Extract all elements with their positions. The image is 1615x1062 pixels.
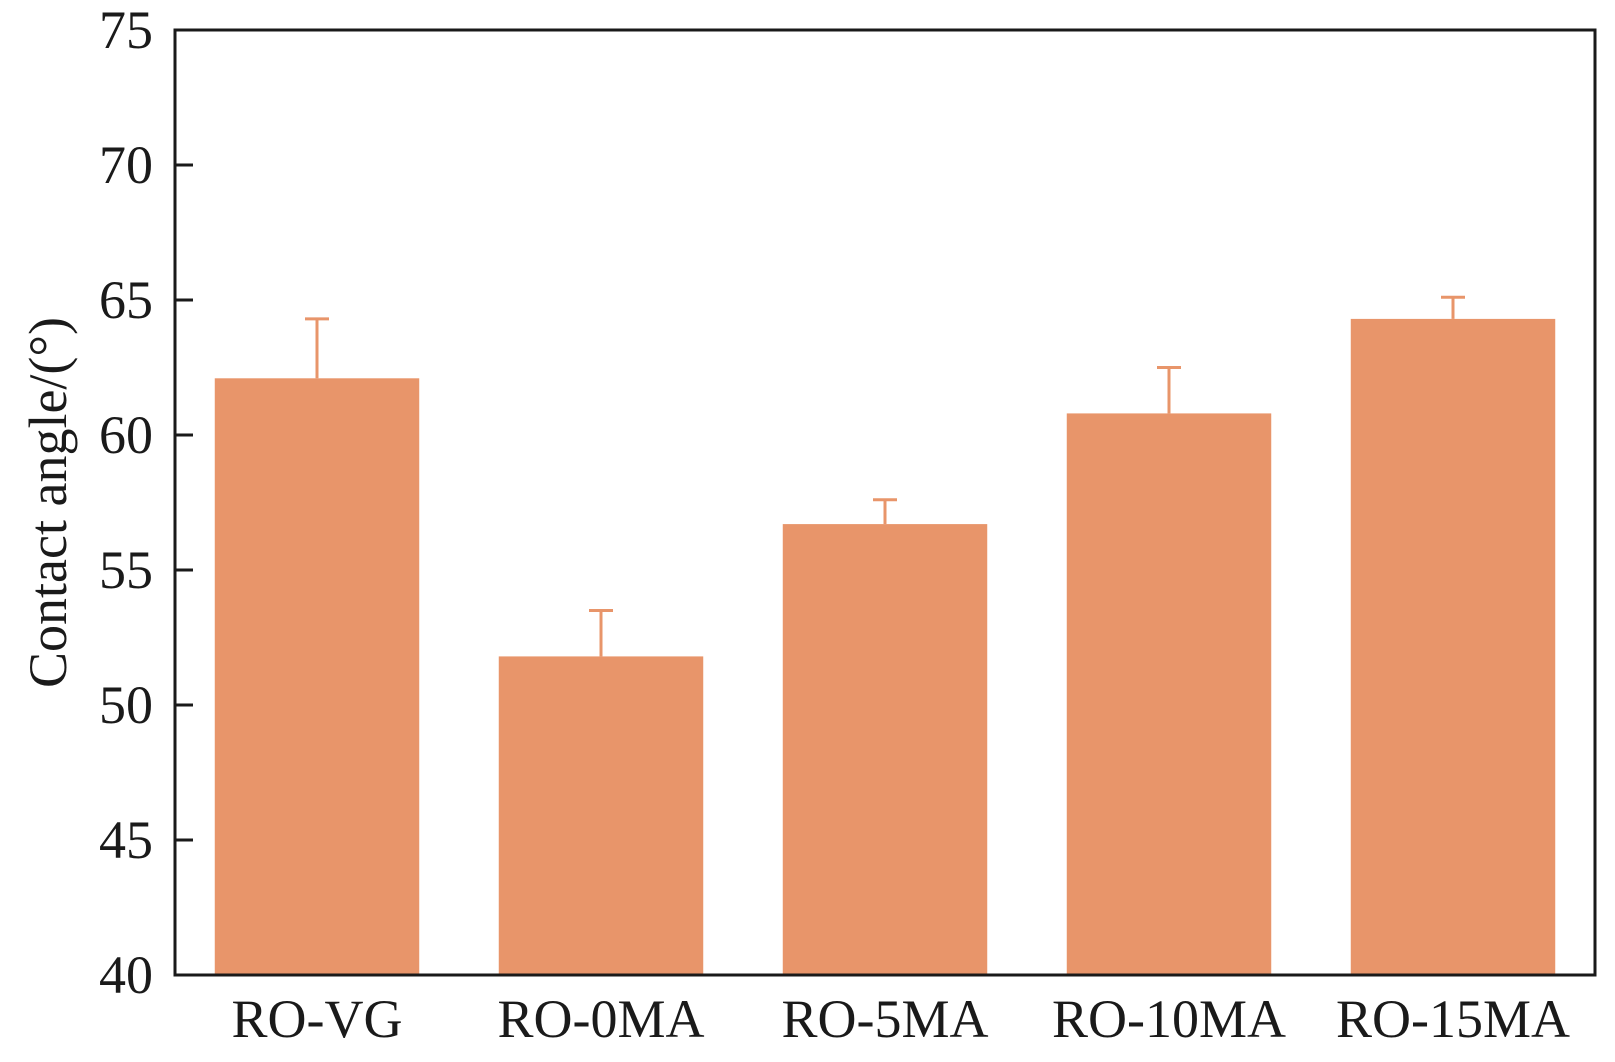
y-tick-label-40: 40 (99, 945, 153, 1005)
y-tick-label-75: 75 (99, 0, 153, 60)
x-tick-label-ro-0ma: RO-0MA (497, 989, 704, 1049)
error-bars-layer (305, 295, 1465, 657)
y-tick-label-55: 55 (99, 540, 153, 600)
y-tick-label-65: 65 (99, 270, 153, 330)
bar-ro-5ma (782, 524, 988, 975)
y-tick-label-60: 60 (99, 405, 153, 465)
y-tick-label-70: 70 (99, 135, 153, 195)
x-tick-label-ro-10ma: RO-10MA (1052, 989, 1286, 1049)
bar-ro-10ma (1066, 413, 1272, 975)
labels-layer: RO-VG RO-0MA RO-5MA RO-10MA RO-15MA (232, 989, 1571, 1049)
y-tick-label-50: 50 (99, 675, 153, 735)
bar-ro-vg (214, 378, 420, 975)
y-tick-label-45: 45 (99, 810, 153, 870)
ticks-layer: 40 45 50 55 60 65 70 75 (99, 0, 193, 1005)
axes-layer (173, 28, 1597, 977)
plot-frame (173, 28, 1597, 977)
x-tick-label-ro-vg: RO-VG (232, 989, 403, 1049)
bar-ro-15ma (1350, 318, 1556, 975)
bars-layer (214, 318, 1556, 975)
y-axis-title: Contact angle/(°) (18, 317, 78, 688)
bar-ro-0ma (498, 656, 704, 975)
x-tick-label-ro-5ma: RO-5MA (781, 989, 988, 1049)
x-tick-label-ro-15ma: RO-15MA (1336, 989, 1570, 1049)
